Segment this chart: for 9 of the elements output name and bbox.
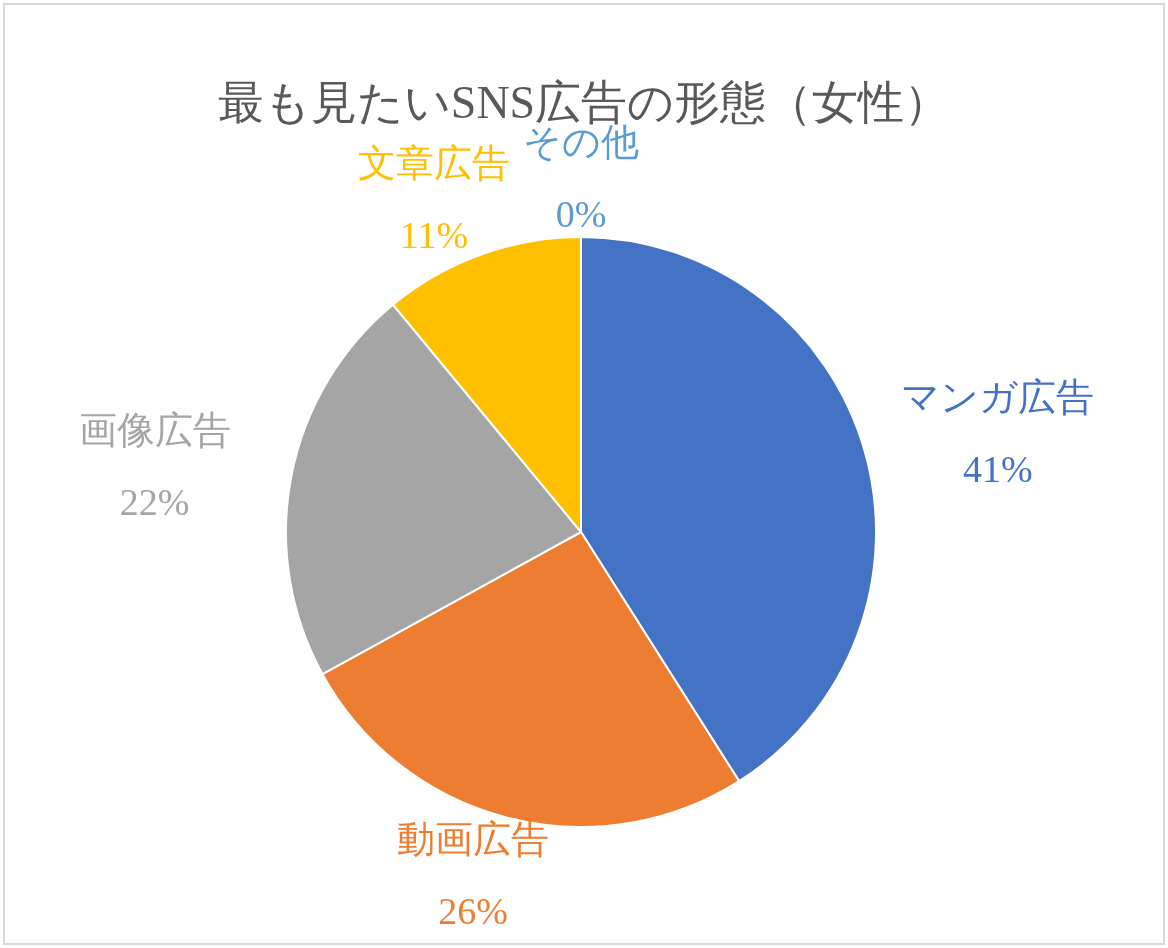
text: 0%: [555, 193, 607, 235]
slice-label: 文章広告: [357, 141, 510, 184]
data-label: 22%: [119, 480, 190, 523]
slice-label: 動画広告: [397, 817, 550, 860]
data-label: 41%: [962, 448, 1033, 491]
slice-label: マンガ広告: [901, 376, 1095, 419]
data-label: 26%: [438, 889, 508, 932]
slice-label: 画像広告: [78, 408, 231, 451]
data-label: 11%: [399, 213, 469, 256]
